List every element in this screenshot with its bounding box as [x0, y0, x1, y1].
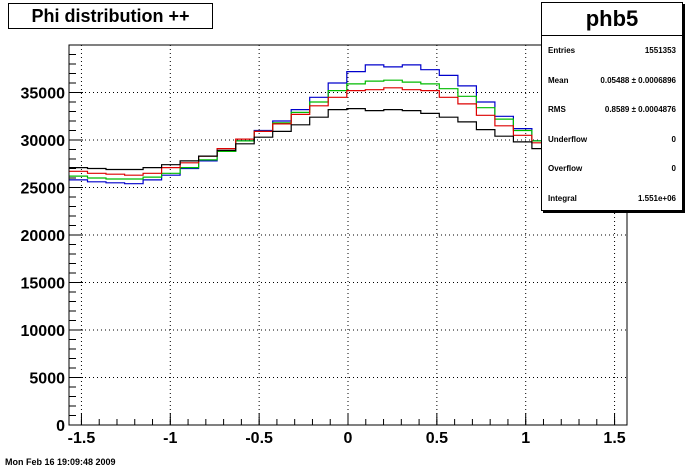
y-tick-label: 0: [56, 418, 65, 435]
stats-label: Overflow: [548, 164, 583, 174]
y-tick-label: 15000: [21, 276, 66, 293]
stats-value: 0.8589 ± 0.0004876: [604, 105, 676, 115]
stats-value: 0: [671, 134, 676, 144]
x-tick-label: -1.5: [68, 430, 96, 447]
stats-label: Entries: [548, 46, 576, 56]
stats-name: phb5: [542, 3, 682, 36]
stats-value: 1551353: [644, 46, 676, 56]
stats-row-mean: Mean 0.05488 ± 0.0006896: [542, 66, 682, 96]
stats-label: Integral: [548, 193, 577, 203]
stats-value: 0.05488 ± 0.0006896: [600, 75, 676, 85]
stats-row-integral: Integral 1.551e+06: [542, 184, 682, 214]
stats-row-rms: RMS 0.8589 ± 0.0004876: [542, 95, 682, 125]
stats-label: Mean: [548, 75, 569, 85]
y-tick-label: 20000: [21, 228, 66, 245]
stats-row-overflow: Overflow 0: [542, 154, 682, 184]
y-tick-label: 35000: [21, 86, 66, 103]
histogram-series-1: [69, 79, 627, 180]
x-tick-label: -0.5: [245, 430, 273, 447]
y-tick-label: 30000: [21, 133, 66, 150]
x-tick-label: 0.5: [426, 430, 448, 447]
x-tick-label: 0: [344, 430, 353, 447]
histogram-series: [69, 64, 627, 185]
x-tick-label: -1: [163, 430, 177, 447]
y-tick-label: 10000: [21, 323, 66, 340]
timestamp: Mon Feb 16 19:09:48 2009: [5, 457, 116, 467]
grid-lines: [69, 45, 627, 425]
chart-title: Phi distribution ++: [8, 3, 213, 29]
y-tick-label: 25000: [21, 181, 66, 198]
histogram-series-2: [69, 87, 627, 176]
stats-value: 0: [671, 164, 676, 174]
stats-row-entries: Entries 1551353: [542, 36, 682, 66]
stats-label: Underflow: [548, 134, 588, 144]
x-tick-label: 1.5: [603, 430, 625, 447]
stats-row-underflow: Underflow 0: [542, 125, 682, 155]
x-tick-label: 1: [521, 430, 530, 447]
axes: -1.5 -1 -0.5 0 0.5 1 1.5 0 5000 10000 15000 20000 25…: [21, 54, 626, 447]
stats-label: RMS: [548, 105, 566, 115]
histogram-series-3: [69, 108, 627, 171]
y-tick-label: 5000: [29, 371, 65, 388]
stats-box: phb5 Entries 1551353 Mean 0.05488 ± 0.00…: [541, 2, 683, 211]
stats-value: 1.551e+06: [637, 193, 676, 203]
